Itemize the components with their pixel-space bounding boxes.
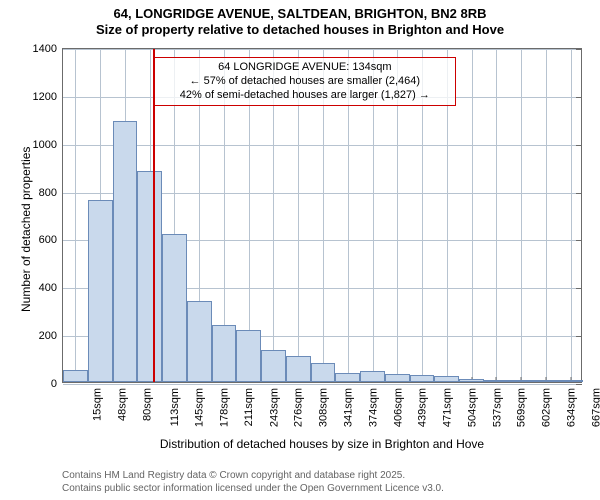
histogram-bar	[509, 380, 534, 382]
gridline-horizontal	[63, 384, 581, 385]
callout-line-3: 42% of semi-detached houses are larger (…	[158, 89, 452, 103]
histogram-bar	[558, 380, 583, 382]
gridline-vertical	[75, 49, 76, 382]
chart-title: 64, LONGRIDGE AVENUE, SALTDEAN, BRIGHTON…	[0, 0, 600, 39]
y-tick-label: 800	[39, 187, 63, 199]
histogram-bar	[385, 374, 410, 382]
callout-line-1: 64 LONGRIDGE AVENUE: 134sqm	[158, 61, 452, 75]
y-tick-label: 0	[51, 378, 63, 390]
gridline-vertical	[472, 49, 473, 382]
y-tick-mark	[576, 145, 582, 146]
gridline-vertical	[521, 49, 522, 382]
x-tick-label: 602sqm	[541, 388, 553, 427]
x-tick-label: 48sqm	[117, 388, 129, 421]
x-tick-label: 634sqm	[565, 388, 577, 427]
x-tick-label: 80sqm	[141, 388, 153, 421]
histogram-bar	[286, 356, 311, 382]
callout-line-2: ← 57% of detached houses are smaller (2,…	[158, 75, 452, 89]
x-tick-label: 15sqm	[92, 388, 104, 421]
x-tick-label: 145sqm	[194, 388, 206, 427]
x-tick-label: 537sqm	[491, 388, 503, 427]
histogram-bar	[484, 380, 509, 382]
x-tick-label: 504sqm	[466, 388, 478, 427]
x-tick-label: 406sqm	[392, 388, 404, 427]
callout-box: 64 LONGRIDGE AVENUE: 134sqm← 57% of deta…	[154, 57, 456, 106]
y-tick-mark	[576, 384, 582, 385]
credits: Contains HM Land Registry data © Crown c…	[62, 470, 600, 495]
y-tick-mark	[576, 49, 582, 50]
plot-area: Number of detached properties Distributi…	[62, 48, 582, 383]
histogram-bar	[236, 330, 261, 382]
histogram-bar	[63, 370, 88, 382]
y-tick-mark	[576, 288, 582, 289]
x-tick-label: 211sqm	[243, 388, 255, 426]
y-tick-mark	[576, 336, 582, 337]
histogram-bar	[459, 379, 484, 382]
x-tick-label: 308sqm	[318, 388, 330, 427]
gridline-vertical	[546, 49, 547, 382]
y-axis-label: Number of detached properties	[19, 146, 33, 311]
x-tick-label: 276sqm	[293, 388, 305, 427]
x-tick-label: 374sqm	[367, 388, 379, 427]
histogram-bar	[88, 200, 113, 382]
chart-title-address: 64, LONGRIDGE AVENUE, SALTDEAN, BRIGHTON…	[0, 6, 600, 22]
x-tick-label: 178sqm	[219, 388, 231, 427]
gridline-horizontal	[63, 145, 581, 146]
gridline-vertical	[496, 49, 497, 382]
histogram-bar	[187, 301, 212, 382]
chart-title-subtitle: Size of property relative to detached ho…	[0, 22, 600, 38]
y-tick-mark	[576, 193, 582, 194]
gridline-horizontal	[63, 49, 581, 50]
histogram-bar	[162, 234, 187, 382]
x-tick-label: 439sqm	[417, 388, 429, 427]
x-tick-label: 341sqm	[343, 388, 355, 427]
x-tick-label: 243sqm	[268, 388, 280, 427]
y-tick-mark	[576, 97, 582, 98]
y-tick-mark	[576, 240, 582, 241]
x-tick-label: 667sqm	[590, 388, 600, 427]
histogram-bar	[113, 121, 138, 382]
histogram-bar	[212, 325, 237, 382]
x-tick-label: 113sqm	[169, 388, 181, 426]
x-tick-label: 569sqm	[516, 388, 528, 427]
y-tick-label: 1200	[33, 91, 63, 103]
histogram-bar	[434, 376, 459, 382]
gridline-vertical	[571, 49, 572, 382]
credits-line-2: Contains public sector information licen…	[62, 483, 600, 496]
y-tick-label: 400	[39, 282, 63, 294]
histogram-bar	[410, 375, 435, 382]
y-tick-label: 1000	[33, 139, 63, 151]
y-tick-label: 600	[39, 234, 63, 246]
histogram-bar	[360, 371, 385, 382]
credits-line-1: Contains HM Land Registry data © Crown c…	[62, 470, 600, 483]
y-tick-label: 1400	[33, 43, 63, 55]
x-axis-label: Distribution of detached houses by size …	[63, 437, 581, 451]
histogram-bar	[533, 380, 558, 382]
histogram-bar	[137, 171, 162, 382]
x-tick-label: 471sqm	[442, 388, 454, 427]
histogram-bar	[261, 350, 286, 382]
histogram-bar	[335, 373, 360, 382]
histogram-bar	[311, 363, 336, 382]
y-tick-label: 200	[39, 330, 63, 342]
